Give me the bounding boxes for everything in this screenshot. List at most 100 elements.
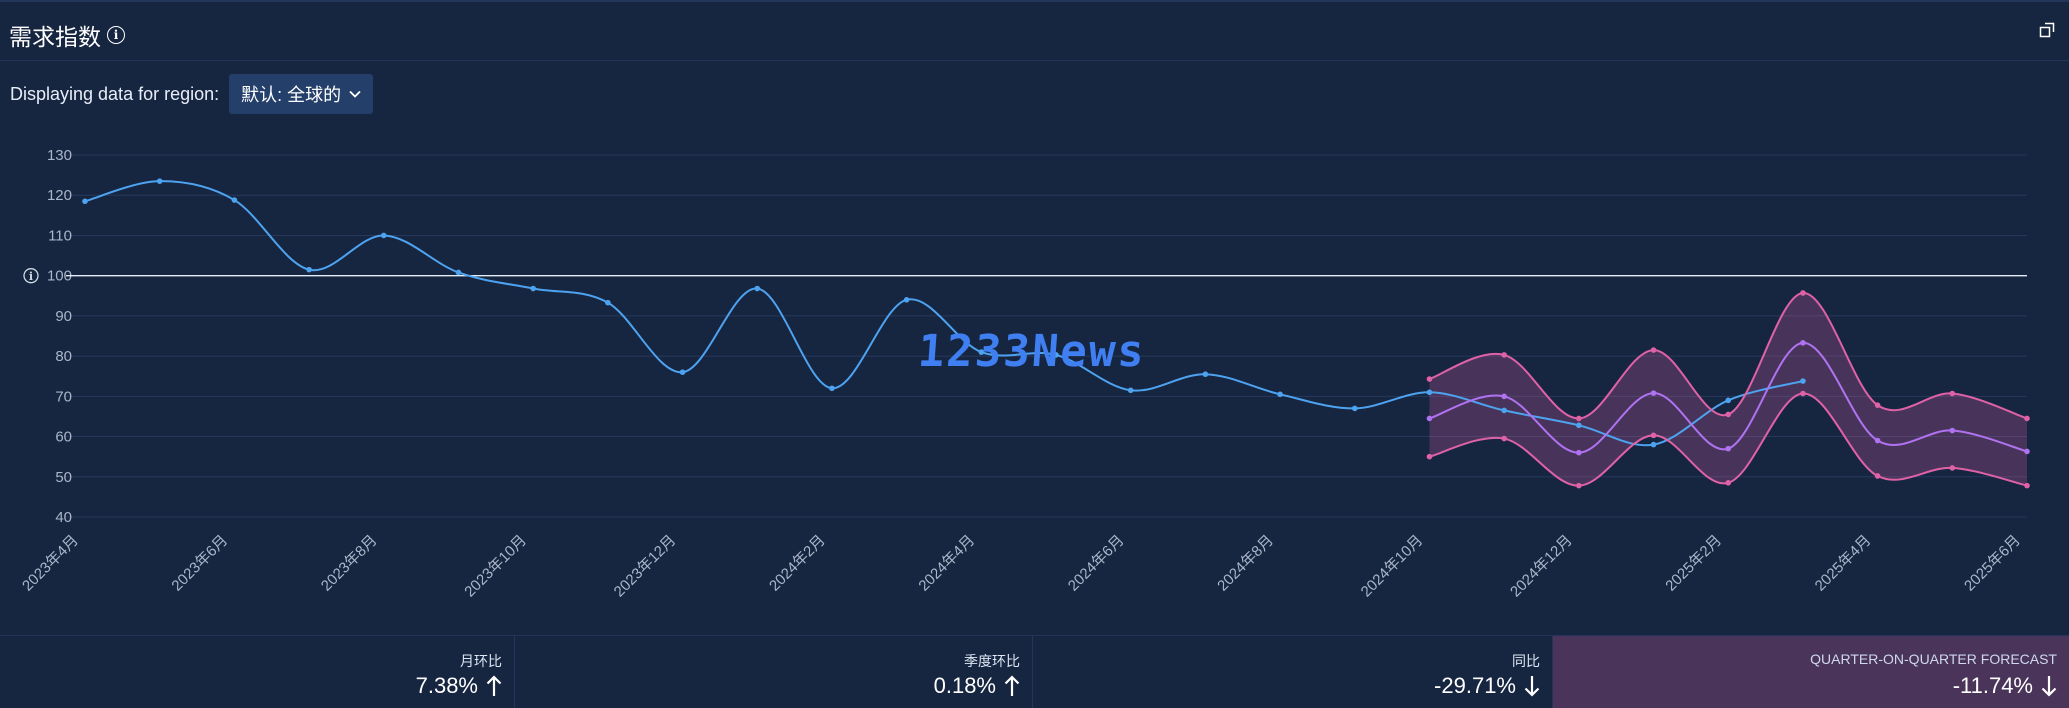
page-title: 需求指数 i — [9, 18, 125, 52]
y-tick-label: 90 — [55, 308, 72, 325]
data-point — [829, 385, 835, 392]
x-tick-label: 2024年2月 — [766, 532, 829, 595]
x-tick-label: 2024年10月 — [1358, 532, 1427, 601]
metric-qoq-forecast: QUARTER-ON-QUARTER FORECAST -11.74% — [1553, 636, 2069, 708]
metric-value-wrap: -29.71% — [1434, 673, 1540, 699]
data-point — [1949, 390, 1956, 397]
x-tick-label: 2023年6月 — [168, 532, 231, 595]
x-tick-label: 2024年12月 — [1507, 532, 1576, 601]
data-point — [2024, 448, 2030, 455]
data-point — [1202, 371, 1209, 378]
data-point — [1576, 415, 1582, 422]
baseline-info-glyph: i — [29, 270, 33, 283]
data-point — [82, 198, 88, 205]
data-point — [1800, 290, 1806, 296]
metric-value: -29.71% — [1434, 673, 1516, 698]
metric-yoy: 同比 -29.71% — [1033, 636, 1553, 708]
data-point — [1800, 340, 1806, 346]
chevron-down-icon — [349, 90, 361, 98]
metric-value-wrap: 7.38% — [416, 673, 502, 699]
data-point — [1650, 347, 1657, 353]
x-tick-label: 2024年4月 — [915, 532, 978, 595]
data-point — [1725, 445, 1732, 452]
data-point — [1576, 482, 1582, 489]
data-point — [1725, 411, 1732, 418]
data-point — [1874, 437, 1881, 444]
metric-label: 月环比 — [460, 653, 502, 669]
data-point — [530, 285, 536, 292]
demand-index-chart: 40 50 60 70 80 90 100 110 120 130 i 2023年4月 2023年6月 2… — [19, 147, 2030, 601]
arrow-down-icon — [2041, 676, 2057, 697]
x-tick-label: 2024年6月 — [1065, 532, 1128, 595]
data-point — [1576, 422, 1582, 429]
x-tick-label: 2025年4月 — [1812, 532, 1875, 595]
x-tick-label: 2024年8月 — [1214, 532, 1277, 595]
y-tick-label: 40 — [55, 509, 72, 526]
data-point — [754, 285, 761, 292]
data-point — [156, 178, 163, 184]
region-label: Displaying data for region: — [10, 83, 220, 104]
data-point — [1501, 435, 1507, 442]
data-point — [231, 197, 238, 203]
data-point — [679, 369, 686, 375]
expand-icon[interactable] — [2039, 22, 2055, 38]
arrow-up-icon — [486, 675, 502, 696]
metric-label: 同比 — [1512, 653, 1540, 669]
data-point — [605, 299, 611, 306]
data-point — [1053, 352, 1059, 358]
forecast-band — [1429, 292, 2027, 486]
title-text: 需求指数 — [9, 24, 101, 50]
data-point — [1501, 407, 1507, 414]
arrow-down-icon — [1524, 676, 1540, 697]
y-tick-label: 50 — [55, 469, 72, 486]
x-tick-label: 2023年8月 — [318, 532, 381, 595]
arrow-up-icon — [1004, 675, 1020, 696]
y-tick-label: 130 — [47, 147, 72, 164]
data-point — [2024, 482, 2030, 489]
metric-value-wrap: 0.18% — [934, 673, 1020, 699]
region-select[interactable]: 默认: 全球的 — [229, 74, 374, 114]
metric-value: 0.18% — [933, 673, 996, 698]
data-point — [1351, 405, 1358, 412]
data-point — [1949, 427, 1956, 434]
data-point — [1800, 378, 1806, 384]
y-tick-label: 80 — [55, 348, 72, 365]
data-point — [1426, 389, 1433, 396]
data-point — [1277, 391, 1283, 398]
data-point — [1800, 390, 1806, 397]
y-tick-label: 70 — [55, 388, 72, 405]
y-tick-label: 110 — [48, 227, 72, 244]
x-tick-label: 2025年6月 — [1961, 532, 2024, 595]
data-point — [1650, 432, 1657, 439]
metric-value: -11.74% — [1952, 673, 2033, 698]
data-point — [1426, 376, 1433, 382]
baseline-info-icon — [23, 268, 39, 284]
y-tick-label: 60 — [55, 429, 72, 446]
data-point — [1426, 415, 1433, 422]
x-tick-label: 2023年4月 — [19, 532, 82, 595]
x-tick-label: 2025年2月 — [1662, 532, 1725, 595]
data-point — [978, 349, 985, 355]
info-icon[interactable]: i — [107, 26, 125, 44]
data-point — [455, 269, 462, 276]
data-point — [1426, 453, 1433, 460]
data-point — [306, 266, 312, 273]
region-selected-value: 默认: 全球的 — [241, 85, 342, 105]
metric-value: 7.38% — [415, 673, 478, 698]
y-tick-label: 100 — [47, 268, 72, 285]
data-point — [903, 297, 910, 303]
metrics-bar: 月环比 7.38% 季度环比 0.18% 同比 -29.71% QUARTER-… — [0, 635, 2069, 708]
data-point — [2024, 415, 2030, 422]
metric-label: 季度环比 — [964, 653, 1020, 669]
data-point — [1501, 393, 1507, 400]
panel-header: 需求指数 i — [0, 2, 2069, 61]
data-point — [1576, 449, 1582, 456]
x-tick-label: 2023年12月 — [611, 532, 680, 601]
data-point — [1127, 387, 1134, 394]
data-point — [1949, 465, 1956, 471]
metric-qoq: 季度环比 0.18% — [515, 636, 1033, 708]
region-row: Displaying data for region: 默认: 全球的 — [10, 74, 374, 114]
data-point — [1650, 390, 1657, 396]
metric-mom: 月环比 7.38% — [0, 636, 515, 708]
data-point — [1874, 402, 1881, 408]
